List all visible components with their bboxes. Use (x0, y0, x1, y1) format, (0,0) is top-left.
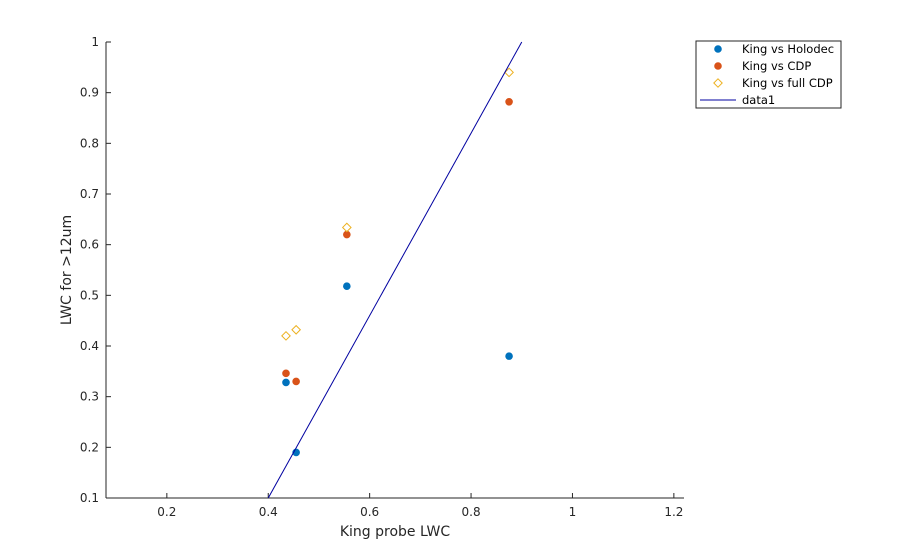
x-tick-label: 1.2 (664, 505, 683, 519)
data-point (504, 67, 514, 78)
data-point (291, 324, 302, 335)
x-tick-label: 0.4 (259, 505, 278, 519)
y-axis-label: LWC for >12um (59, 215, 75, 325)
data-point (292, 377, 300, 386)
x-tick-label: 0.6 (360, 505, 379, 519)
data-point (505, 352, 513, 360)
legend-entry-data1: data1 (742, 93, 775, 107)
series-king-vs-full-cdp (281, 67, 514, 341)
series-king-vs-cdp (282, 97, 513, 386)
legend-entry-king-vs-cdp: King vs CDP (742, 59, 811, 73)
x-tick-label: 0.8 (462, 505, 481, 519)
y-tick-label: 0.4 (80, 339, 99, 353)
series-king-vs-holodec (282, 282, 513, 457)
y-tick-label: 0.8 (80, 136, 99, 150)
y-tick-label: 0.7 (80, 187, 99, 201)
y-tick-label: 0.3 (80, 390, 99, 404)
fit-line-data1 (267, 41, 523, 499)
y-tick-label: 0.9 (80, 86, 99, 100)
data-point (282, 369, 290, 378)
legend-marker-swatch (713, 78, 723, 88)
y-tick-label: 0.6 (80, 238, 99, 252)
y-tick-label: 0.1 (80, 491, 99, 505)
series-data1 (267, 41, 523, 499)
legend-box (695, 40, 842, 109)
plot-area: 0.2 0.4 0.6 0.8 1 1.2 0.1 0.2 0.3 0.4 0.5 0.6 0.7 0.8… (80, 35, 684, 519)
axis-ticks: 0.2 0.4 0.6 0.8 1 1.2 0.1 0.2 0.3 0.4 0.5 0.6 0.7 0.8… (80, 35, 684, 519)
y-tick-label: 1 (91, 35, 99, 49)
legend-marker-swatch (714, 45, 722, 53)
x-tick-label: 0.2 (157, 505, 176, 519)
data-point (281, 330, 291, 341)
data-point (343, 282, 351, 291)
legend: King vs Holodec King vs CDP King vs full C… (695, 40, 842, 109)
y-tick-label: 0.5 (80, 288, 99, 302)
x-tick-label: 1 (569, 505, 577, 519)
data-point (505, 97, 513, 106)
x-axis-label: King probe LWC (340, 524, 450, 540)
series-layer (267, 41, 523, 499)
legend-entry-king-vs-full-cdp: King vs full CDP (742, 76, 833, 90)
data-point (341, 222, 352, 233)
legend-marker-swatch (714, 62, 722, 70)
data-point (282, 378, 290, 387)
y-tick-label: 0.2 (80, 440, 99, 454)
legend-entry-king-vs-holodec: King vs Holodec (742, 42, 834, 56)
